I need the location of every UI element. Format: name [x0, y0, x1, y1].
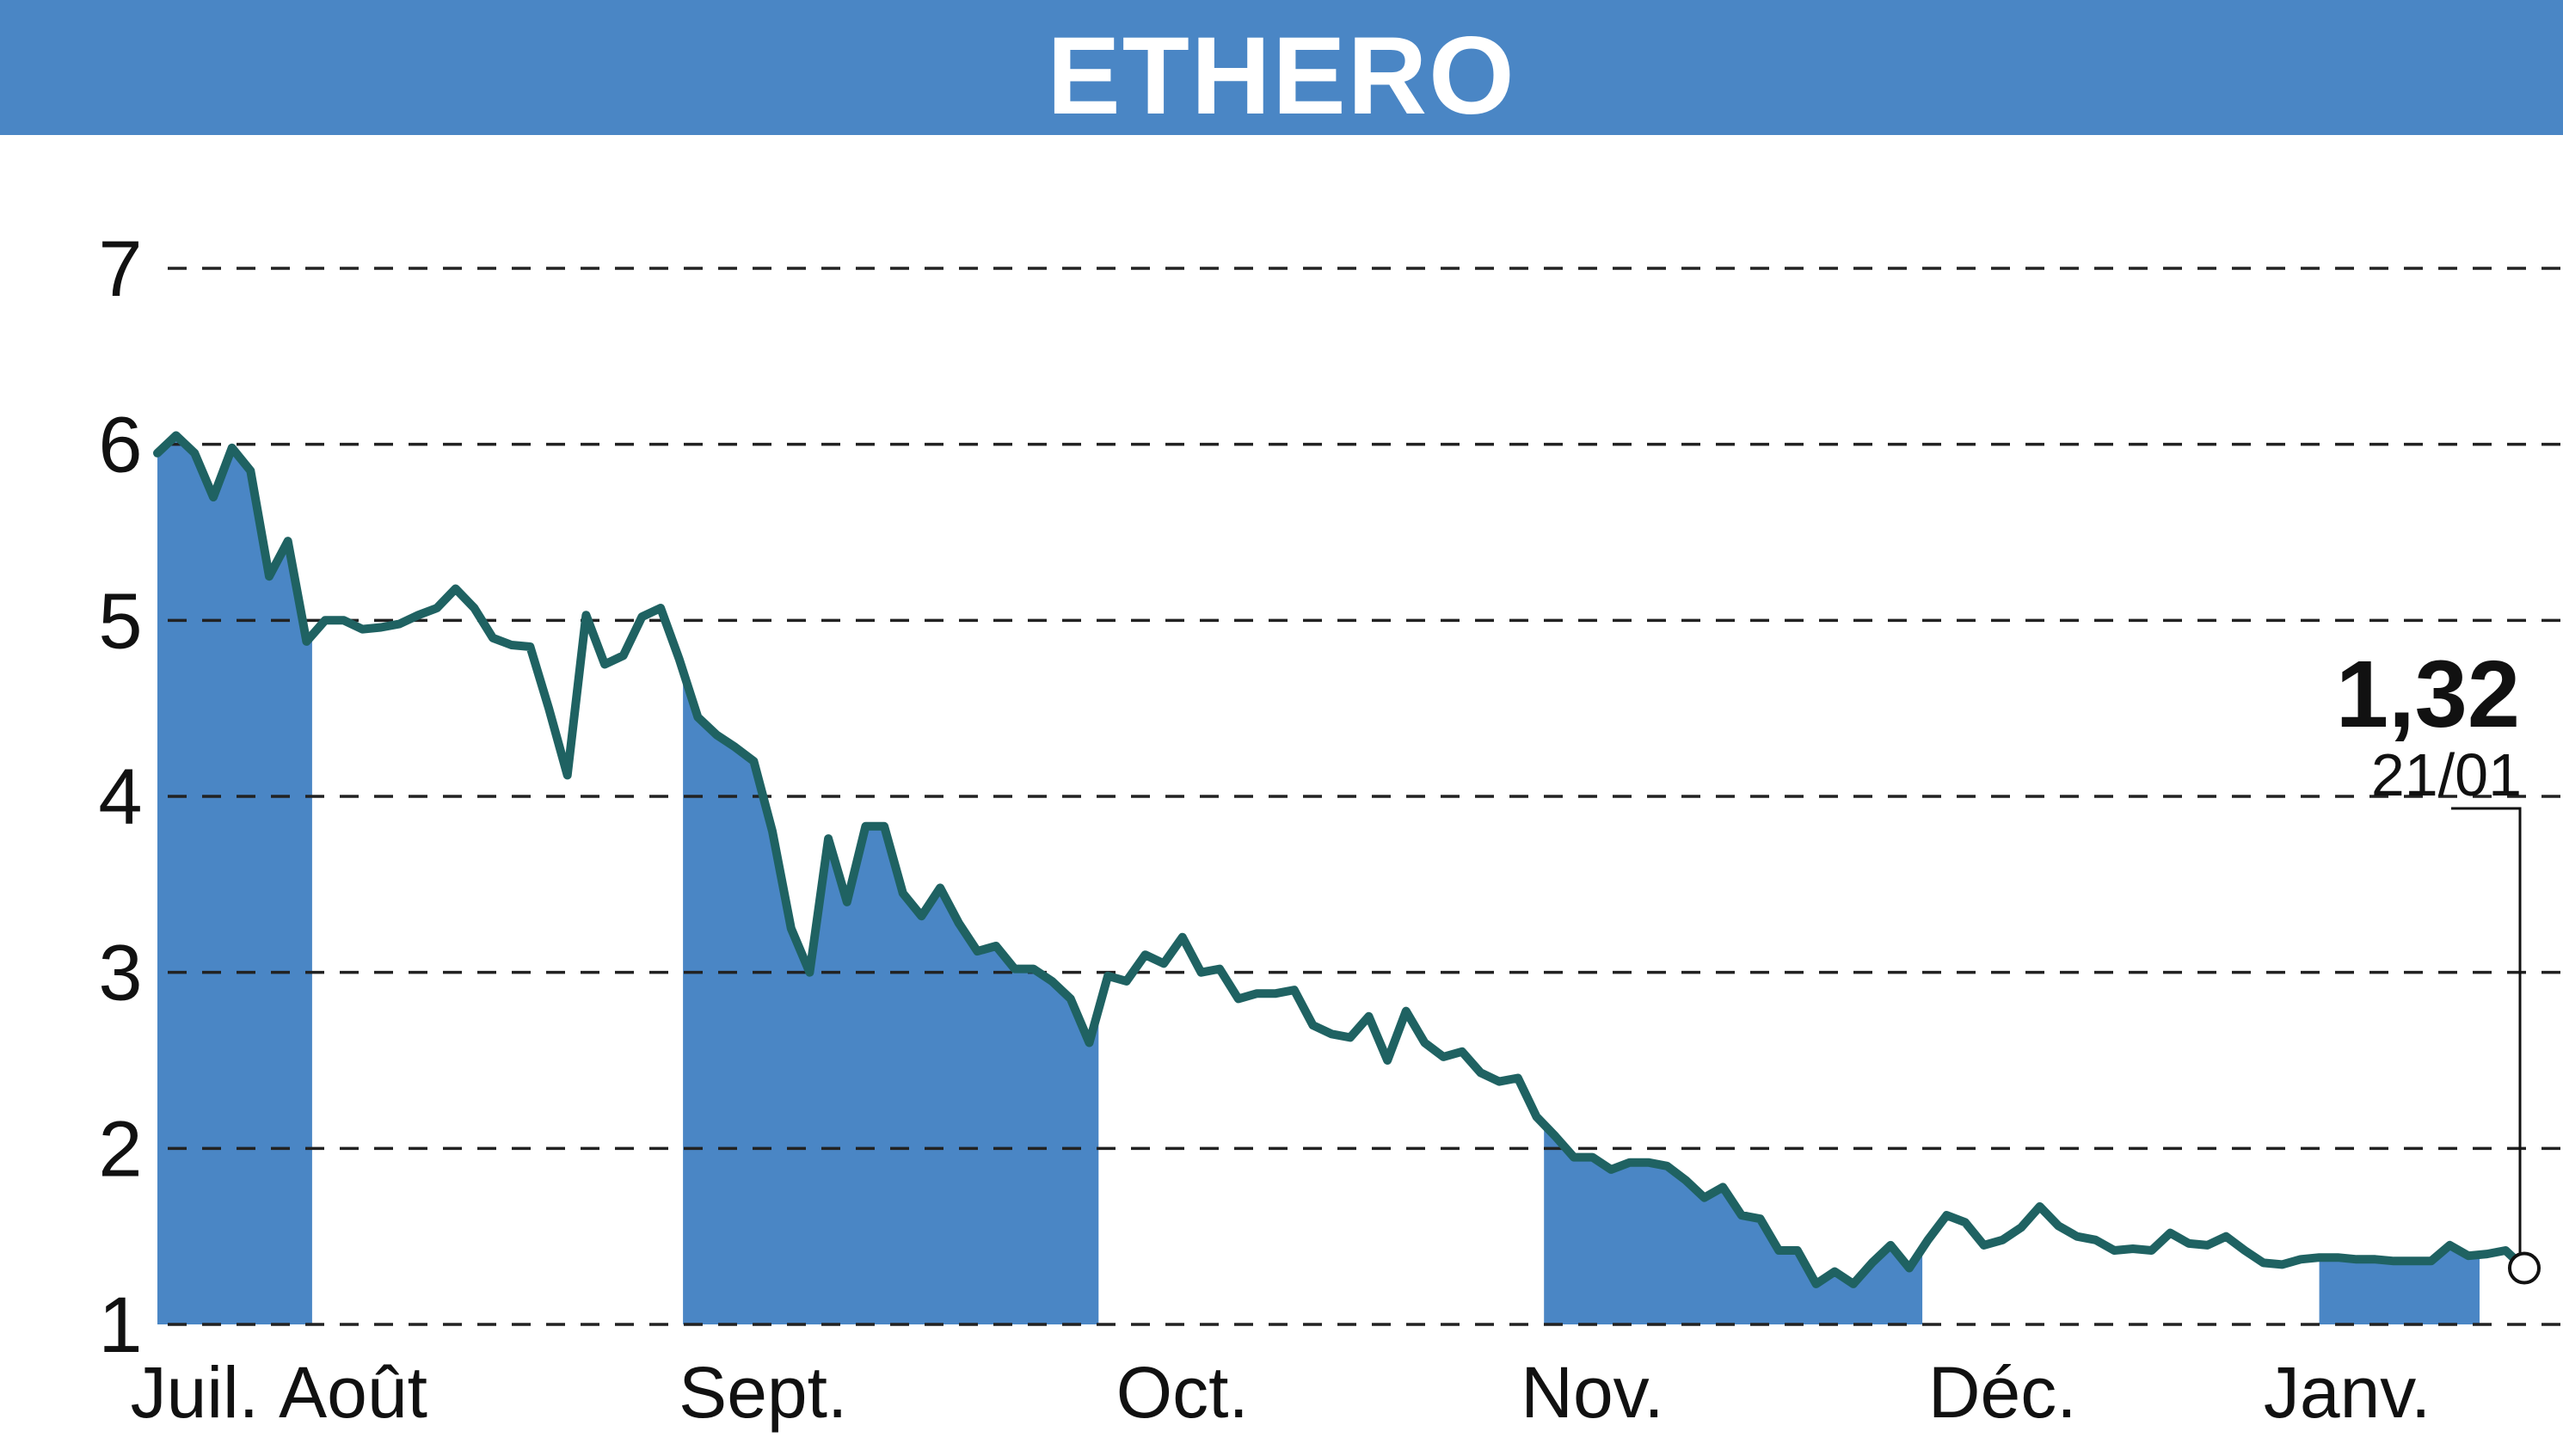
- y-tick-label-1: 1: [98, 1281, 142, 1369]
- x-tick-label-sept: Sept.: [679, 1352, 847, 1433]
- grid-lines: [168, 267, 2563, 1326]
- shaded-band-1: [157, 435, 312, 1324]
- title-bar: [0, 0, 2563, 135]
- y-tick-label-3: 3: [98, 930, 142, 1017]
- series-line: [153, 431, 2529, 1288]
- x-tick-label-oct: Oct.: [1116, 1352, 1249, 1433]
- shaded-band-3: [1544, 1124, 1923, 1324]
- last-value-annotation: 1,32 21/01: [2336, 642, 2541, 1285]
- price-line: [153, 431, 2529, 1288]
- x-tick-label-aot: Août: [279, 1352, 427, 1433]
- y-tick-label-6: 6: [98, 402, 142, 489]
- last-price-label: 1,32: [2336, 642, 2520, 747]
- x-axis-labels: Juil. Août Sept. Oct. Nov. Déc. Janv.: [131, 1352, 2431, 1433]
- y-tick-label-4: 4: [98, 753, 142, 841]
- x-tick-label-janv: Janv.: [2264, 1352, 2431, 1433]
- shaded-band-2: [683, 670, 1099, 1324]
- y-axis-labels: 1 2 3 4 5 6 7: [98, 225, 142, 1369]
- shaded-month-bands: [157, 435, 2480, 1324]
- y-tick-label-7: 7: [98, 225, 142, 313]
- x-tick-label-juil: Juil.: [131, 1352, 259, 1433]
- chart-title: ETHERO: [1047, 15, 1515, 138]
- y-tick-label-2: 2: [98, 1105, 142, 1193]
- last-value-marker: [2508, 1251, 2541, 1285]
- last-date-label: 21/01: [2371, 741, 2522, 808]
- x-tick-label-nov: Nov.: [1521, 1352, 1663, 1433]
- shaded-band-4: [2319, 1244, 2480, 1324]
- x-tick-label-dc: Déc.: [1928, 1352, 2077, 1433]
- last-value-leader-line: [2451, 807, 2522, 1253]
- y-tick-label-5: 5: [98, 577, 142, 665]
